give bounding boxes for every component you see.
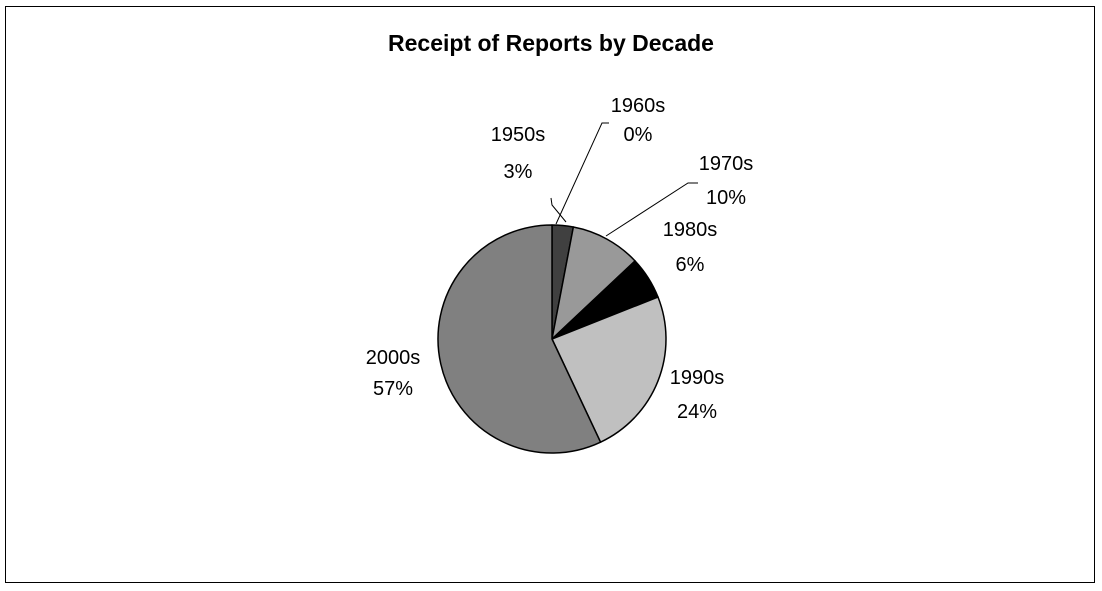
data-labels: 1950s 3% 1960s 0% 1970s 10% 1980s 6% 1990s 24% 200… <box>366 95 754 423</box>
pie-slice-2000s <box>437 224 602 454</box>
pie-slice-1970s <box>551 226 636 340</box>
leader-line-1950s <box>550 197 567 223</box>
data-label-category-1950s: 1950s <box>491 124 546 146</box>
pie-slice-1990s <box>551 296 667 443</box>
leader-line-1960s <box>555 122 609 225</box>
data-label-category-1970s: 1970s <box>699 153 754 175</box>
data-label-percent-1980s: 6% <box>676 254 705 276</box>
data-label-percent-2000s: 57% <box>373 378 413 400</box>
data-label-category-1960s: 1960s <box>611 95 666 117</box>
data-label-category-1980s: 1980s <box>663 219 718 241</box>
data-label-category-2000s: 2000s <box>366 347 421 369</box>
data-label-percent-1950s: 3% <box>504 161 533 183</box>
leader-line-1970s <box>605 182 698 237</box>
data-label-category-1990s: 1990s <box>670 367 725 389</box>
data-label-percent-1960s: 0% <box>624 124 653 146</box>
leader-lines <box>550 122 698 237</box>
data-label-percent-1990s: 24% <box>677 401 717 423</box>
data-label-percent-1970s: 10% <box>706 187 746 209</box>
pie-slices <box>437 224 667 454</box>
chart-title: Receipt of Reports by Decade <box>388 30 714 56</box>
